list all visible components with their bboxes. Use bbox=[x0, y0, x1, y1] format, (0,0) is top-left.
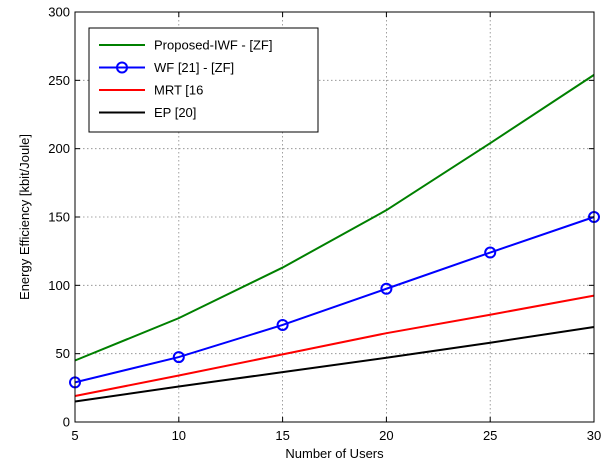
legend-label: WF [21] - [ZF] bbox=[154, 60, 234, 75]
x-tick-label: 30 bbox=[587, 428, 601, 443]
legend: Proposed-IWF - [ZF] WF [21] - [ZF] MRT [16… bbox=[88, 27, 319, 133]
x-axis-title: Number of Users bbox=[285, 446, 384, 461]
legend-label: Proposed-IWF - [ZF] bbox=[154, 38, 272, 53]
y-tick-label: 300 bbox=[48, 5, 70, 20]
data-point bbox=[380, 282, 393, 295]
x-tick-label: 20 bbox=[379, 428, 393, 443]
x-tick-label: 10 bbox=[172, 428, 186, 443]
series-line-1 bbox=[74, 216, 595, 384]
legend-marker bbox=[116, 61, 128, 74]
y-tick-label: 250 bbox=[48, 73, 70, 88]
y-tick-label: 200 bbox=[48, 141, 70, 156]
series-line-0 bbox=[74, 74, 595, 362]
legend-label: EP [20] bbox=[154, 105, 196, 120]
data-point bbox=[172, 351, 185, 364]
data-point bbox=[484, 246, 497, 259]
y-axis-title: Energy Efficiency [kbit/Joule] bbox=[17, 134, 32, 300]
x-tick-label: 5 bbox=[71, 428, 78, 443]
x-tick-label: 15 bbox=[275, 428, 289, 443]
x-tick-label: 25 bbox=[483, 428, 497, 443]
series-layer bbox=[69, 74, 600, 403]
series-line-3 bbox=[74, 326, 595, 403]
y-tick-label: 0 bbox=[63, 415, 70, 430]
y-tick-label: 100 bbox=[48, 278, 70, 293]
series-line-2 bbox=[74, 294, 595, 398]
data-point bbox=[276, 318, 289, 331]
y-tick-label: 50 bbox=[56, 346, 70, 361]
y-tick-label: 150 bbox=[48, 210, 70, 225]
legend-label: MRT [16 bbox=[154, 83, 203, 98]
